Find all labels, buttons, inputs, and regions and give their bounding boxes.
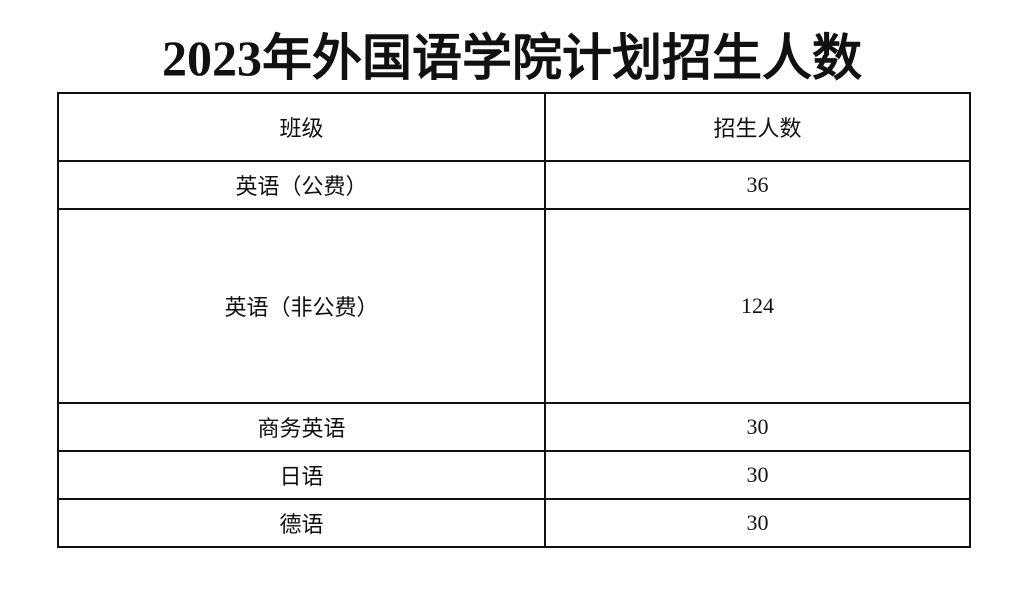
- table-header-row: 班级 招生人数: [57, 92, 971, 162]
- table-row: 英语（公费） 36: [57, 160, 971, 210]
- cell-class: 日语: [57, 450, 546, 500]
- table-row: 英语（非公费） 124: [57, 208, 971, 404]
- table-row: 日语 30: [57, 450, 971, 500]
- cell-count: 30: [544, 498, 971, 548]
- cell-count: 124: [544, 208, 971, 404]
- table-row: 商务英语 30: [57, 402, 971, 452]
- cell-class: 英语（公费）: [57, 160, 546, 210]
- table-row: 德语 30: [57, 498, 971, 548]
- page-title: 2023年外国语学院计划招生人数: [162, 30, 862, 86]
- cell-count: 30: [544, 402, 971, 452]
- cell-class: 商务英语: [57, 402, 546, 452]
- cell-count: 36: [544, 160, 971, 210]
- enrollment-table: 班级 招生人数 英语（公费） 36 英语（非公费） 124 商务英语 30 日语…: [57, 92, 971, 548]
- cell-class: 英语（非公费）: [57, 208, 546, 404]
- header-class: 班级: [57, 92, 546, 162]
- header-count: 招生人数: [544, 92, 971, 162]
- cell-count: 30: [544, 450, 971, 500]
- cell-class: 德语: [57, 498, 546, 548]
